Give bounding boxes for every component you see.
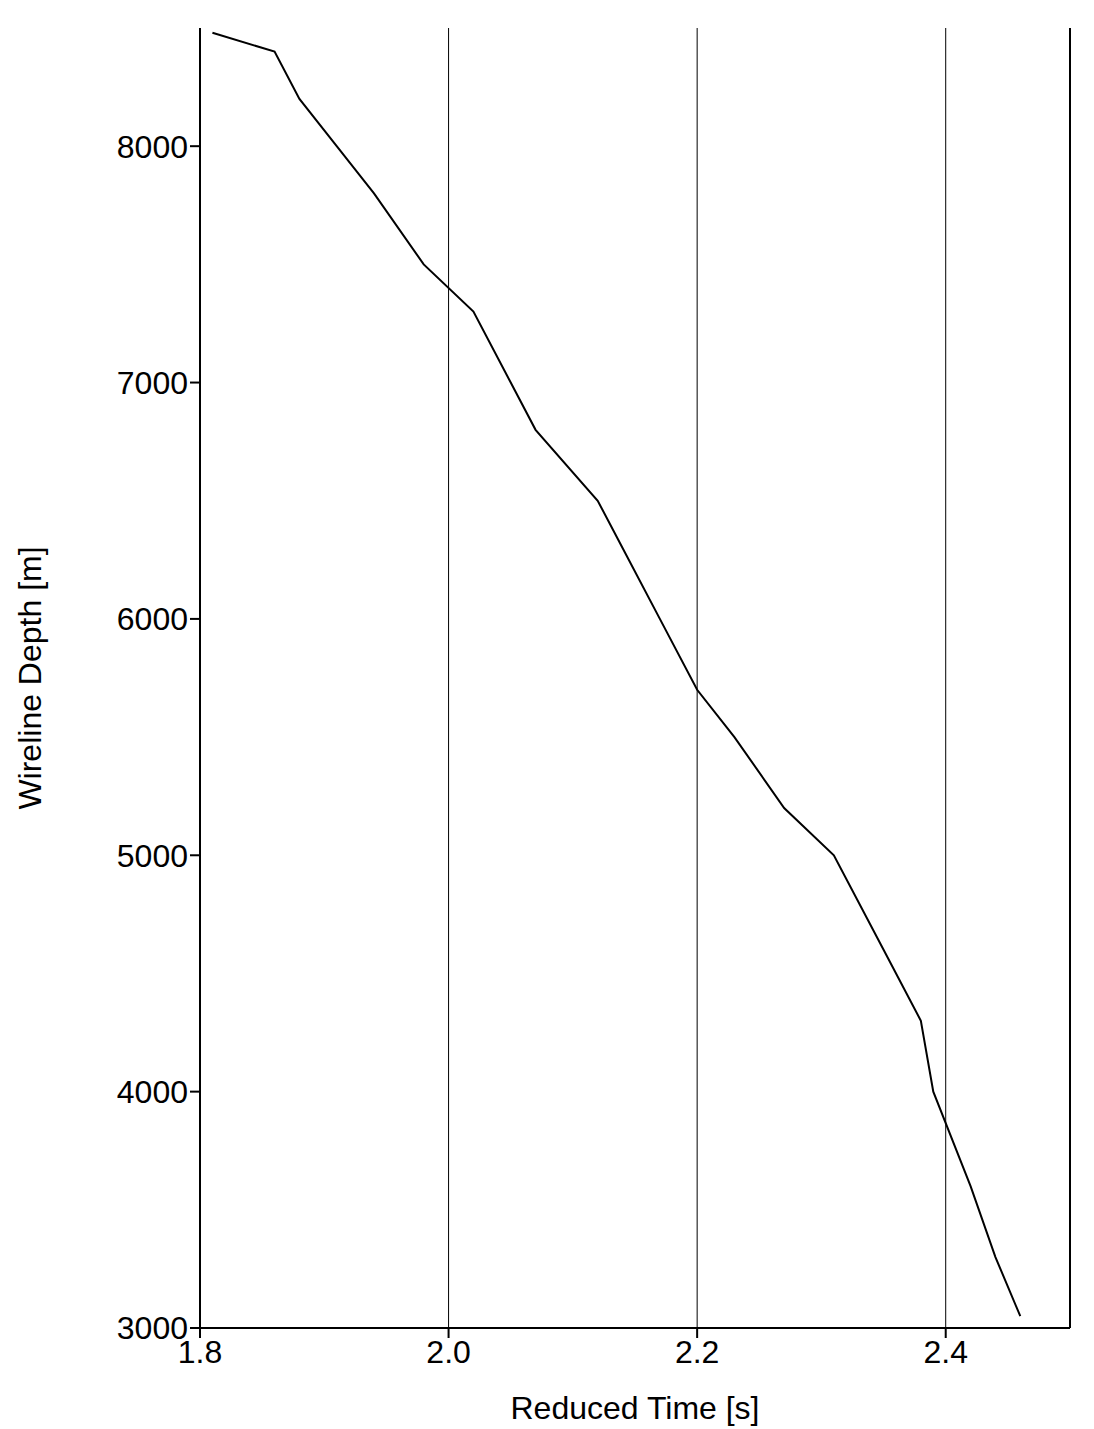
- svg-text:Reduced Time [s]: Reduced Time [s]: [511, 1390, 760, 1426]
- svg-text:2.2: 2.2: [675, 1334, 719, 1370]
- svg-text:1.8: 1.8: [177, 1333, 223, 1370]
- svg-text:2.4: 2.4: [923, 1334, 967, 1370]
- svg-text:8000: 8000: [117, 129, 188, 165]
- svg-text:6000: 6000: [117, 601, 188, 637]
- svg-text:7000: 7000: [117, 365, 188, 401]
- svg-text:2.0: 2.0: [426, 1334, 470, 1370]
- svg-text:3000: 3000: [117, 1310, 188, 1346]
- svg-text:4000: 4000: [117, 1074, 188, 1110]
- svg-text:5000: 5000: [117, 838, 188, 874]
- svg-text:Wireline Depth [m]: Wireline Depth [m]: [12, 546, 48, 809]
